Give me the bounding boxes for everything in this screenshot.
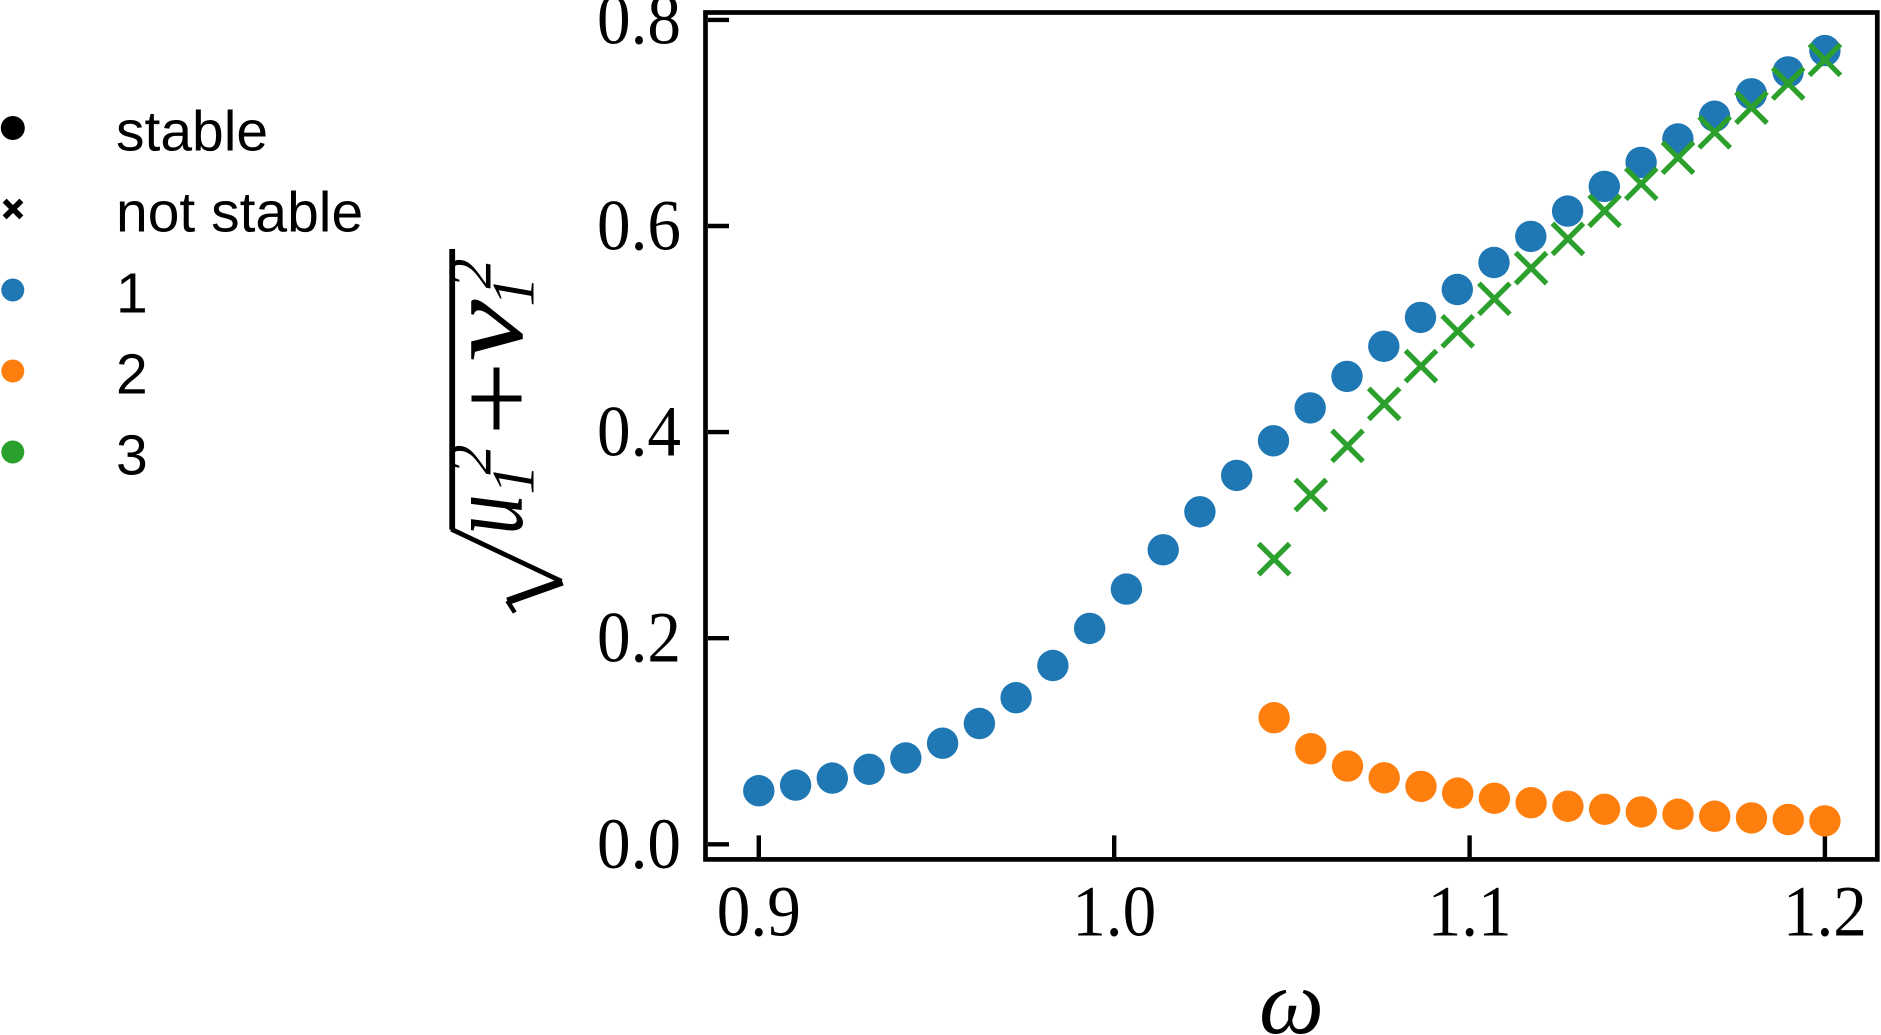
svg-text:0.0: 0.0 bbox=[597, 804, 681, 884]
svg-text:1.2: 1.2 bbox=[1783, 872, 1867, 952]
svg-text:1: 1 bbox=[481, 277, 547, 307]
svg-text:2: 2 bbox=[438, 259, 504, 289]
svg-text:0.2: 0.2 bbox=[597, 598, 681, 678]
svg-text:1: 1 bbox=[481, 465, 547, 495]
svg-text:u: u bbox=[424, 495, 546, 535]
svg-text:0.6: 0.6 bbox=[597, 186, 681, 266]
svg-text:3: 3 bbox=[116, 424, 148, 488]
svg-text:1: 1 bbox=[116, 262, 148, 326]
svg-text:1.0: 1.0 bbox=[1072, 872, 1156, 952]
svg-text:stable: stable bbox=[116, 100, 268, 164]
svg-text:ω: ω bbox=[1259, 951, 1324, 1035]
svg-text:2: 2 bbox=[116, 343, 148, 407]
svg-text:1.1: 1.1 bbox=[1428, 872, 1512, 952]
svg-text:0.4: 0.4 bbox=[597, 392, 681, 472]
svg-text:0.8: 0.8 bbox=[597, 0, 681, 59]
svg-text:2: 2 bbox=[438, 445, 504, 475]
svg-text:not stable: not stable bbox=[116, 181, 363, 245]
svg-text:0.9: 0.9 bbox=[717, 872, 801, 952]
svg-text:v: v bbox=[424, 299, 546, 361]
